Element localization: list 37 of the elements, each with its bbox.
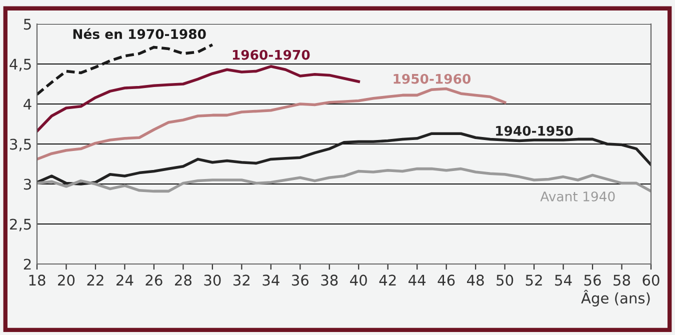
x-tick-label: 38 [321, 274, 338, 286]
x-tick-label: 26 [146, 274, 162, 286]
line-series [37, 167, 651, 193]
series-label: 1950-1960 [394, 74, 471, 84]
x-tick-label: 28 [174, 274, 192, 286]
x-tick-label: 50 [496, 274, 514, 286]
series-label: Avant 1940 [540, 191, 615, 202]
x-axis-title: Âge (ans) [581, 290, 650, 306]
y-tick-label: 4,5 [10, 58, 31, 72]
x-tick-label: 58 [614, 274, 630, 286]
series-label: Nés en 1970-1980 [73, 28, 206, 40]
x-tick-label: 44 [408, 274, 426, 286]
x-tick-label: 18 [29, 274, 46, 286]
x-tick-label: 46 [438, 274, 455, 286]
x-tick-label: 34 [262, 274, 280, 286]
x-tick-label: 32 [234, 274, 250, 286]
x-tick-label: 40 [350, 274, 367, 286]
x-tick-label: 22 [87, 274, 104, 286]
y-tick-label: 5 [24, 18, 31, 30]
x-tick-label: 20 [58, 274, 75, 286]
line-series [37, 65, 360, 133]
x-tick-label: 30 [204, 274, 221, 286]
y-tick-label: 4 [24, 98, 32, 110]
y-tick-label: 3 [24, 178, 31, 190]
x-tick-label: 36 [292, 274, 309, 286]
x-tick-label: 24 [116, 274, 134, 286]
x-tick-label: 54 [555, 274, 572, 286]
y-tick-label: 3,5 [10, 138, 31, 152]
series-label: 1940-1950 [496, 126, 573, 136]
x-tick-label: 42 [379, 274, 396, 286]
x-tick-label: 52 [526, 274, 542, 286]
x-tick-label: 56 [584, 274, 601, 286]
x-tick-label: 48 [467, 274, 484, 286]
series-label: 1960-1970 [232, 50, 310, 60]
y-tick-label: 2,5 [10, 218, 31, 232]
y-tick-label: 2 [24, 258, 31, 270]
x-tick-label: 60 [642, 274, 660, 286]
